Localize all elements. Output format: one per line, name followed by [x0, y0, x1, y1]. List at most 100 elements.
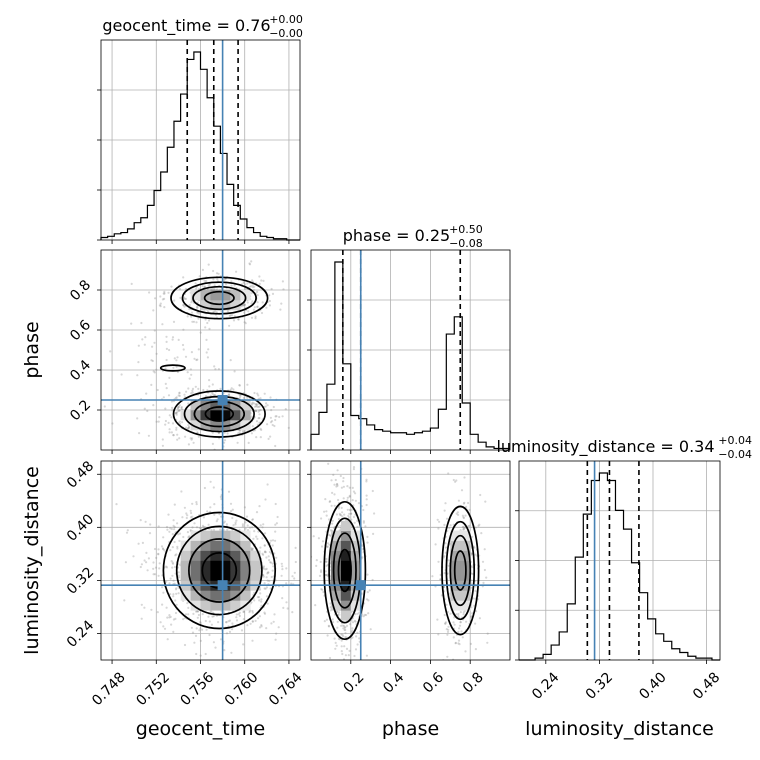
density-cell [340, 520, 352, 531]
sample-point [137, 361, 140, 364]
sample-point [366, 535, 369, 539]
density-cell [230, 300, 241, 311]
sample-point [250, 403, 253, 406]
sample-point [443, 613, 446, 617]
x-tick-label: 0.752 [133, 669, 173, 709]
sample-point [219, 528, 222, 531]
sample-point [157, 574, 160, 577]
sample-point [484, 500, 487, 503]
sample-point [362, 520, 365, 523]
sample-point [431, 575, 434, 578]
sample-point [229, 388, 232, 391]
sample-point [478, 617, 481, 620]
sample-point [342, 627, 345, 630]
sample-point [136, 417, 139, 420]
sample-point [140, 563, 143, 566]
sample-point [326, 545, 329, 549]
sample-point [231, 508, 234, 511]
sample-point [456, 511, 459, 514]
sample-point [439, 578, 442, 581]
sample-point [208, 385, 211, 388]
sample-point [261, 537, 264, 540]
sample-point [270, 552, 273, 555]
sample-point [346, 496, 349, 499]
sample-point [192, 320, 196, 323]
sample-point [249, 285, 252, 288]
density-cell [180, 560, 191, 571]
sample-point [207, 319, 211, 322]
sample-point [159, 305, 162, 308]
sample-point [211, 392, 214, 395]
sample-point [184, 297, 188, 300]
sample-point [274, 444, 277, 448]
sample-point [444, 622, 447, 625]
sample-point [285, 582, 288, 585]
sample-point [322, 590, 325, 594]
sample-point [255, 510, 259, 514]
sample-point [471, 572, 474, 576]
sample-point [452, 621, 455, 624]
sample-point [168, 348, 171, 352]
sample-point [445, 517, 449, 520]
sample-point [344, 654, 347, 657]
sample-point [159, 621, 162, 624]
sample-point [180, 490, 183, 493]
density-cell [220, 530, 231, 541]
sample-point [446, 633, 449, 636]
sample-point [178, 394, 181, 397]
sample-point [286, 607, 289, 610]
sample-point [474, 648, 477, 651]
density-cell [210, 400, 221, 411]
sample-point [256, 405, 259, 408]
sample-point [186, 531, 189, 534]
sample-point [446, 655, 449, 658]
sample-point [243, 429, 246, 433]
sample-point [268, 294, 271, 297]
sample-point [168, 614, 171, 617]
sample-point [256, 305, 259, 308]
sample-point [346, 499, 349, 502]
sample-point [254, 315, 257, 318]
sample-point [178, 392, 181, 395]
sample-point [205, 338, 208, 341]
sample-point [145, 551, 148, 555]
sample-point [126, 529, 129, 532]
sample-point [175, 411, 178, 414]
sample-point [437, 560, 440, 563]
sample-point [325, 573, 328, 577]
sample-point [152, 309, 155, 312]
sample-point [270, 409, 273, 412]
sample-point [244, 521, 247, 524]
density-cell [220, 600, 231, 611]
sample-point [344, 632, 347, 635]
sample-point [243, 321, 246, 324]
sample-point [210, 528, 213, 532]
sample-point [214, 309, 217, 313]
sample-point [333, 637, 336, 640]
sample-point [213, 365, 216, 368]
sample-point [186, 371, 189, 374]
sample-point [265, 402, 268, 405]
sample-point [175, 553, 178, 556]
sample-point [242, 304, 245, 307]
sample-point [251, 518, 254, 521]
sample-point [244, 283, 247, 286]
sample-point [266, 483, 269, 486]
sample-point [258, 626, 262, 629]
sample-point [172, 595, 175, 598]
sample-point [230, 510, 233, 513]
sample-point [246, 301, 249, 304]
sample-point [162, 548, 165, 551]
sample-point [254, 317, 257, 320]
y-axis-label-luminosity_distance: luminosity_distance [21, 466, 43, 655]
sample-point [342, 497, 345, 500]
y-tick-label: 0.32 [64, 564, 97, 597]
sample-point [356, 631, 359, 634]
sample-point [257, 405, 260, 409]
sample-point [109, 350, 112, 353]
sample-point [447, 472, 450, 475]
sample-point [302, 612, 304, 614]
sample-point [189, 509, 192, 512]
sample-point [265, 567, 268, 571]
density-cell [230, 600, 241, 611]
